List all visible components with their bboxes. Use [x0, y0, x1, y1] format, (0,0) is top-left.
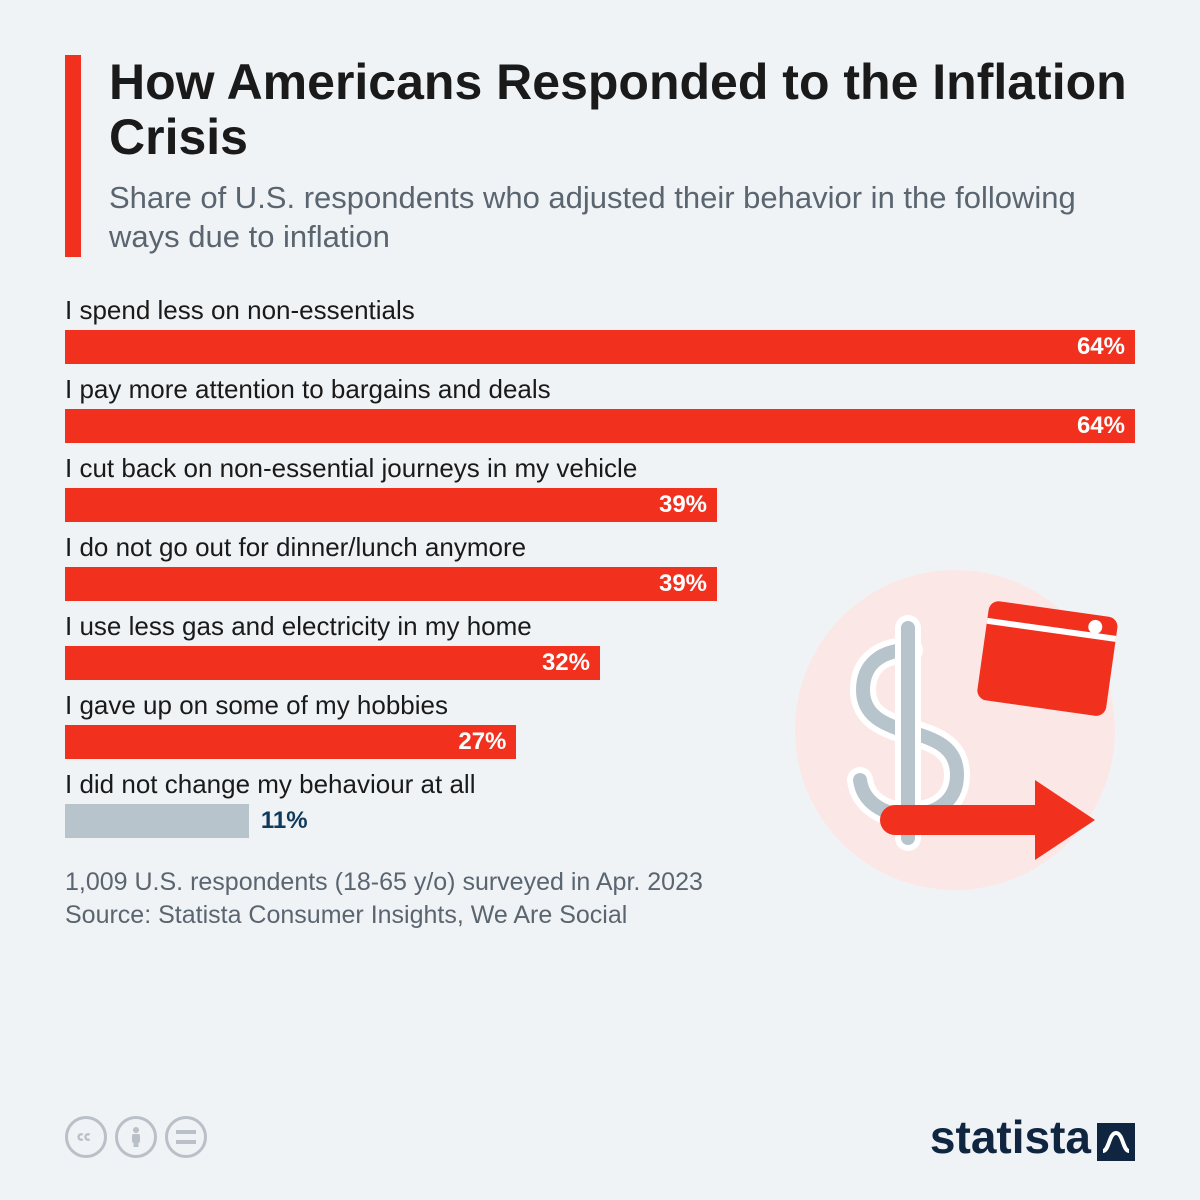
cc-by-icon: [115, 1116, 157, 1158]
bar-value: 27%: [458, 728, 506, 756]
header: How Americans Responded to the Inflation…: [65, 55, 1135, 257]
logo-mark-icon: [1097, 1118, 1135, 1156]
bar-value: 11%: [261, 807, 308, 835]
bar-label: I pay more attention to bargains and dea…: [65, 374, 1135, 405]
header-accent-bar: [65, 55, 81, 257]
cc-icon: [65, 1116, 107, 1158]
bar-row: I spend less on non-essentials 64%: [65, 295, 1135, 364]
bar-value: 39%: [659, 491, 707, 519]
bar-row: I cut back on non-essential journeys in …: [65, 453, 1135, 522]
bar-value: 39%: [659, 570, 707, 598]
bar: [65, 804, 249, 838]
bar-label: I do not go out for dinner/lunch anymore: [65, 532, 1135, 563]
bar: 64%: [65, 409, 1135, 443]
money-wallet-illustration-icon: [775, 560, 1135, 890]
bar: 64%: [65, 330, 1135, 364]
logo-text: statista: [930, 1110, 1091, 1164]
bar: 39%: [65, 488, 717, 522]
bar: 27%: [65, 725, 516, 759]
bar-row: I pay more attention to bargains and dea…: [65, 374, 1135, 443]
bar-value: 64%: [1077, 412, 1125, 440]
license-icons: [65, 1116, 207, 1158]
bar-label: I cut back on non-essential journeys in …: [65, 453, 1135, 484]
bar-value: 32%: [542, 649, 590, 677]
cc-nd-icon: [165, 1116, 207, 1158]
bar: 39%: [65, 567, 717, 601]
statista-logo: statista: [930, 1110, 1135, 1164]
bar-value: 64%: [1077, 333, 1125, 361]
bar: 32%: [65, 646, 600, 680]
footnote-source: Source: Statista Consumer Insights, We A…: [65, 899, 1135, 933]
chart-title: How Americans Responded to the Inflation…: [109, 55, 1135, 165]
bar-label: I spend less on non-essentials: [65, 295, 1135, 326]
chart-subtitle: Share of U.S. respondents who adjusted t…: [109, 179, 1135, 257]
